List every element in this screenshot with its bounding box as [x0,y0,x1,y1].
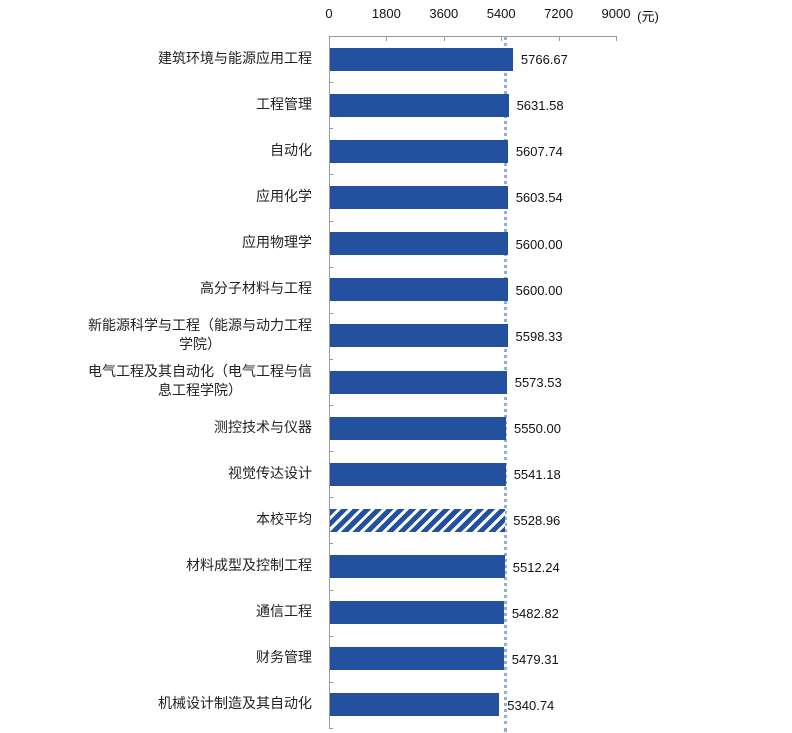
bar [330,416,506,440]
category-label: 电气工程及其自动化（电气工程与信 息工程学院） [88,363,312,401]
y-tick-mark [329,405,333,407]
value-label: 5550.00 [513,421,561,437]
average-bar [330,508,506,532]
category-label-line: 材料成型及控制工程 [186,558,312,575]
value-label: 5541.18 [513,467,561,483]
bar [330,647,504,671]
category-label: 新能源科学与工程（能源与动力工程 学院） [88,317,312,355]
bar [330,324,508,348]
y-tick-mark [329,635,333,637]
category-label-line: 新能源科学与工程（能源与动力工程 [88,317,312,334]
category-label-line: 学院） [179,336,221,353]
y-tick-mark [329,174,333,176]
value-label: 5600.00 [515,236,563,252]
bar [330,601,504,625]
x-tick-mark [501,36,503,41]
category-label: 财务管理 [256,649,312,668]
category-label-line: 本校平均 [256,511,312,528]
y-tick-mark [329,497,333,499]
category-label-line: 应用物理学 [242,235,312,252]
category-label: 自动化 [270,142,312,161]
value-label: 5340.74 [507,697,555,713]
category-label-line: 通信工程 [256,604,312,621]
category-label: 应用化学 [256,188,312,207]
category-label: 通信工程 [256,603,312,622]
bar [330,462,506,486]
category-label-line: 高分子材料与工程 [200,281,312,298]
value-label: 5528.96 [513,513,561,529]
y-tick-mark [329,543,333,545]
bar [330,47,513,71]
value-label: 5479.31 [511,651,559,667]
bar [330,139,508,163]
value-label: 5598.33 [515,328,563,344]
category-label: 材料成型及控制工程 [186,557,312,576]
value-label: 5573.53 [514,375,562,390]
x-tick-mark [443,36,445,41]
y-tick-mark [329,451,333,453]
x-tick-label: 0 [325,6,333,21]
category-label-line: 机械设计制造及其自动化 [158,696,312,713]
bar [330,693,500,717]
x-tick-label: 9000 [601,6,631,21]
x-tick-label: 7200 [544,6,574,21]
value-label: 5512.24 [512,559,560,575]
y-tick-mark [329,728,333,729]
bar [330,555,505,579]
y-tick-mark [329,358,333,360]
category-label: 建筑环境与能源应用工程 [158,50,312,69]
x-tick-mark [558,36,560,41]
x-tick-mark [329,36,330,41]
y-tick-mark [329,312,333,314]
category-label-line: 财务管理 [256,650,312,667]
category-label: 本校平均 [256,511,312,530]
category-label-line: 工程管理 [256,96,312,113]
category-label-line: 应用化学 [256,188,312,205]
bar [330,370,507,394]
y-axis-line [329,36,330,728]
bar [330,278,508,302]
value-label: 5482.82 [511,605,559,621]
x-tick-label: 5400 [486,6,516,21]
x-tick-label: 1800 [371,6,401,21]
value-label: 5766.67 [520,52,568,68]
bar [330,93,509,117]
category-label: 高分子材料与工程 [200,280,312,299]
x-axis-line [329,36,616,37]
category-label-line: 视觉传达设计 [228,465,312,482]
y-tick-mark [329,681,333,683]
category-label-line: 自动化 [270,142,312,159]
category-label: 视觉传达设计 [228,465,312,484]
category-label-line: 测控技术与仪器 [214,419,312,436]
value-label: 5600.00 [515,282,563,298]
category-label-line: 建筑环境与能源应用工程 [158,50,312,67]
y-tick-mark [329,82,333,84]
category-label-line: 息工程学院） [158,383,242,399]
x-axis-unit-label: (元) [637,9,659,24]
value-label: 5631.58 [516,98,564,114]
y-tick-mark [329,266,333,268]
category-label-line: 电气工程及其自动化（电气工程与信 [88,364,312,380]
x-tick-label: 3600 [429,6,459,21]
y-tick-mark [329,589,333,591]
y-tick-mark [329,220,333,222]
y-tick-mark [329,128,333,130]
value-label: 5607.74 [515,144,563,160]
x-tick-mark [386,36,388,41]
category-label: 应用物理学 [242,234,312,253]
x-tick-mark [616,36,617,41]
category-label: 机械设计制造及其自动化 [158,695,312,714]
bar [330,185,508,209]
value-label: 5603.54 [515,190,563,206]
bar [330,232,508,256]
category-label: 测控技术与仪器 [214,419,312,438]
category-label: 工程管理 [256,96,312,115]
